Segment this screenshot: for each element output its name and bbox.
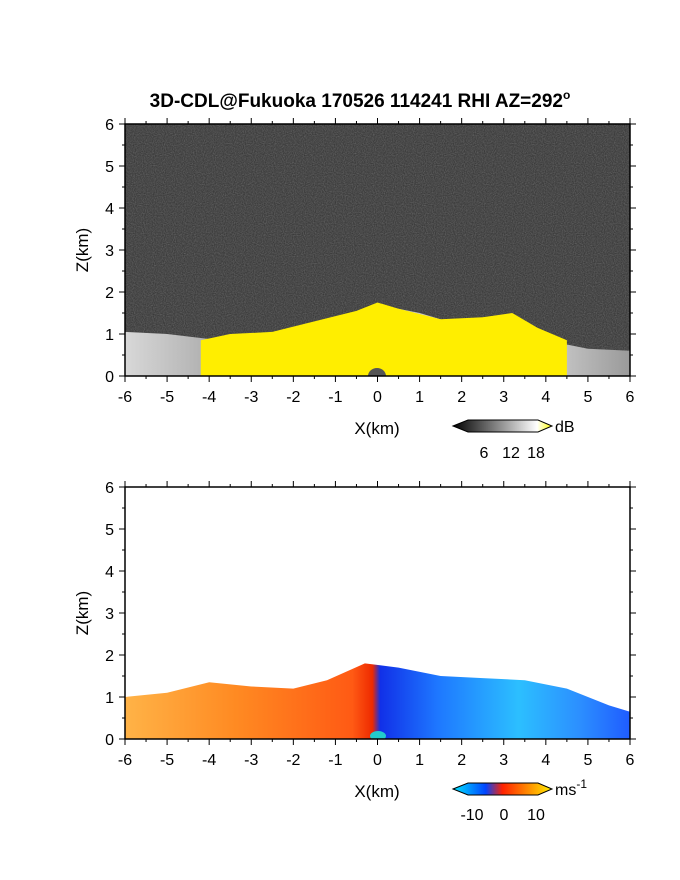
svg-text:dB: dB — [555, 419, 575, 436]
x-tick-label: -2 — [286, 389, 300, 406]
y-tick-label: 2 — [105, 648, 114, 665]
x-tick-label: 1 — [415, 752, 424, 769]
y-tick-label: 0 — [105, 732, 114, 749]
x-tick-label: 4 — [541, 389, 550, 406]
y-tick-label: 0 — [105, 369, 114, 386]
x-tick-label: -4 — [202, 389, 216, 406]
colorbar-tick: -10 — [460, 807, 483, 824]
x-tick-label: -2 — [286, 752, 300, 769]
x-tick-label: 0 — [373, 752, 382, 769]
colorbar-velocity: ms-1 -10 0 10 — [451, 777, 587, 824]
x-tick-label: 3 — [499, 389, 508, 406]
y-tick-label: 3 — [105, 243, 114, 260]
radar-site-shadow — [368, 368, 386, 376]
y-tick-label: 3 — [105, 606, 114, 623]
colorbar-tick: 10 — [527, 807, 545, 824]
x-tick-label: -1 — [328, 389, 342, 406]
xlabel-bottom: X(km) — [354, 782, 399, 801]
y-tick-label: 5 — [105, 522, 114, 539]
x-tick-label: 3 — [499, 752, 508, 769]
y-tick-label: 4 — [105, 564, 114, 581]
x-tick-label: 2 — [457, 752, 466, 769]
y-tick-label: 5 — [105, 159, 114, 176]
colorbar-tick: 12 — [502, 445, 520, 462]
x-tick-label: 6 — [626, 752, 635, 769]
x-tick-label: -3 — [244, 752, 258, 769]
y-tick-label: 1 — [105, 690, 114, 707]
x-tick-label: 5 — [583, 752, 592, 769]
x-tick-label: -6 — [118, 752, 132, 769]
y-tick-label: 4 — [105, 201, 114, 218]
saturated-echo-area — [200, 302, 567, 376]
y-tick-label: 6 — [105, 480, 114, 497]
xlabel-top: X(km) — [354, 419, 399, 438]
x-tick-label: 1 — [415, 389, 424, 406]
x-tick-label: 6 — [626, 389, 635, 406]
x-tick-label: 0 — [373, 389, 382, 406]
y-tick-label: 6 — [105, 117, 114, 134]
colorbar-tick: 18 — [527, 445, 545, 462]
x-tick-label: 5 — [583, 389, 592, 406]
colorbar-tick: 6 — [480, 445, 489, 462]
ylabel-top: Z(km) — [73, 228, 92, 272]
x-tick-label: -5 — [160, 752, 174, 769]
velocity-echo-area — [125, 663, 630, 739]
y-tick-label: 2 — [105, 285, 114, 302]
svg-text:ms-1: ms-1 — [555, 777, 587, 799]
colorbar-backscatter: dB 6 12 18 — [451, 419, 575, 462]
x-tick-label: -5 — [160, 389, 174, 406]
x-tick-label: -4 — [202, 752, 216, 769]
x-tick-label: -1 — [328, 752, 342, 769]
y-tick-label: 1 — [105, 327, 114, 344]
x-tick-label: -3 — [244, 389, 258, 406]
ylabel-bottom: Z(km) — [73, 591, 92, 635]
x-tick-label: -6 — [118, 389, 132, 406]
chart-title: 3D-CDL@Fukuoka 170526 114241 RHI AZ=292o — [150, 88, 571, 112]
radar-site-marker — [370, 731, 386, 739]
colorbar-tick: 0 — [500, 807, 509, 824]
x-tick-label: 4 — [541, 752, 550, 769]
x-tick-label: 2 — [457, 389, 466, 406]
